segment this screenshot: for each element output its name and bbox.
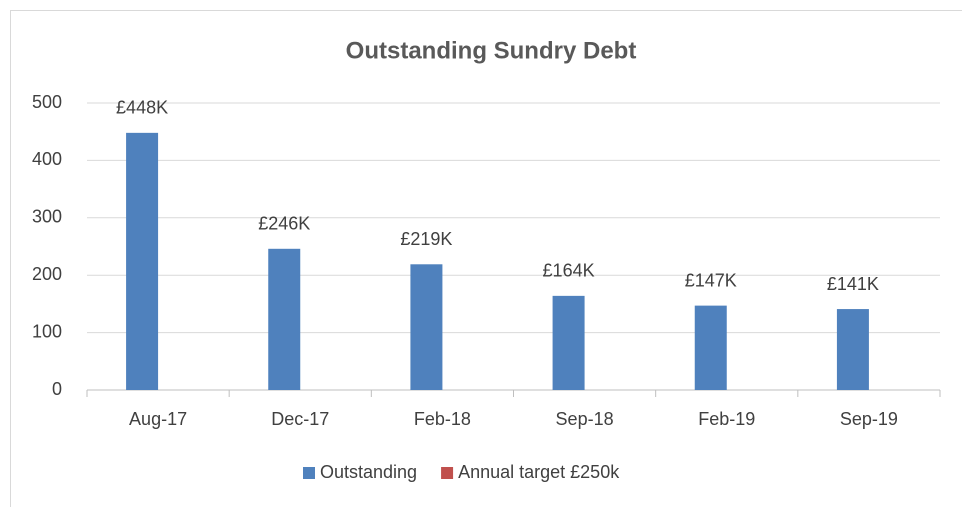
data-label: £164K bbox=[543, 261, 595, 281]
x-tick-label: Feb-19 bbox=[698, 409, 755, 429]
x-tick-label: Feb-18 bbox=[414, 409, 471, 429]
bar bbox=[126, 132, 159, 390]
legend-swatch bbox=[303, 467, 315, 479]
legend-label: Annual target £250k bbox=[458, 462, 620, 482]
bar bbox=[268, 248, 301, 390]
bar bbox=[836, 309, 869, 390]
legend-swatch bbox=[441, 467, 454, 479]
y-tick-label: 300 bbox=[32, 207, 62, 227]
y-tick-label: 100 bbox=[32, 321, 62, 341]
data-label: £246K bbox=[258, 214, 310, 234]
chart-title: Outstanding Sundry Debt bbox=[346, 37, 637, 64]
legend-label: Outstanding bbox=[320, 462, 417, 482]
y-tick-label: 400 bbox=[32, 149, 62, 169]
y-tick-label: 500 bbox=[32, 92, 62, 112]
chart-border bbox=[10, 10, 962, 507]
bar bbox=[694, 305, 727, 390]
data-label: £448K bbox=[116, 98, 168, 118]
x-tick-label: Dec-17 bbox=[271, 409, 329, 429]
y-tick-label: 200 bbox=[32, 264, 62, 284]
x-tick-label: Sep-19 bbox=[840, 409, 898, 429]
data-label: £219K bbox=[400, 229, 452, 249]
bar bbox=[552, 295, 585, 390]
data-label: £141K bbox=[827, 274, 879, 294]
bar bbox=[410, 264, 443, 390]
x-tick-label: Sep-18 bbox=[556, 409, 614, 429]
y-tick-label: 0 bbox=[52, 379, 62, 399]
x-tick-label: Aug-17 bbox=[129, 409, 187, 429]
data-label: £147K bbox=[685, 270, 737, 290]
